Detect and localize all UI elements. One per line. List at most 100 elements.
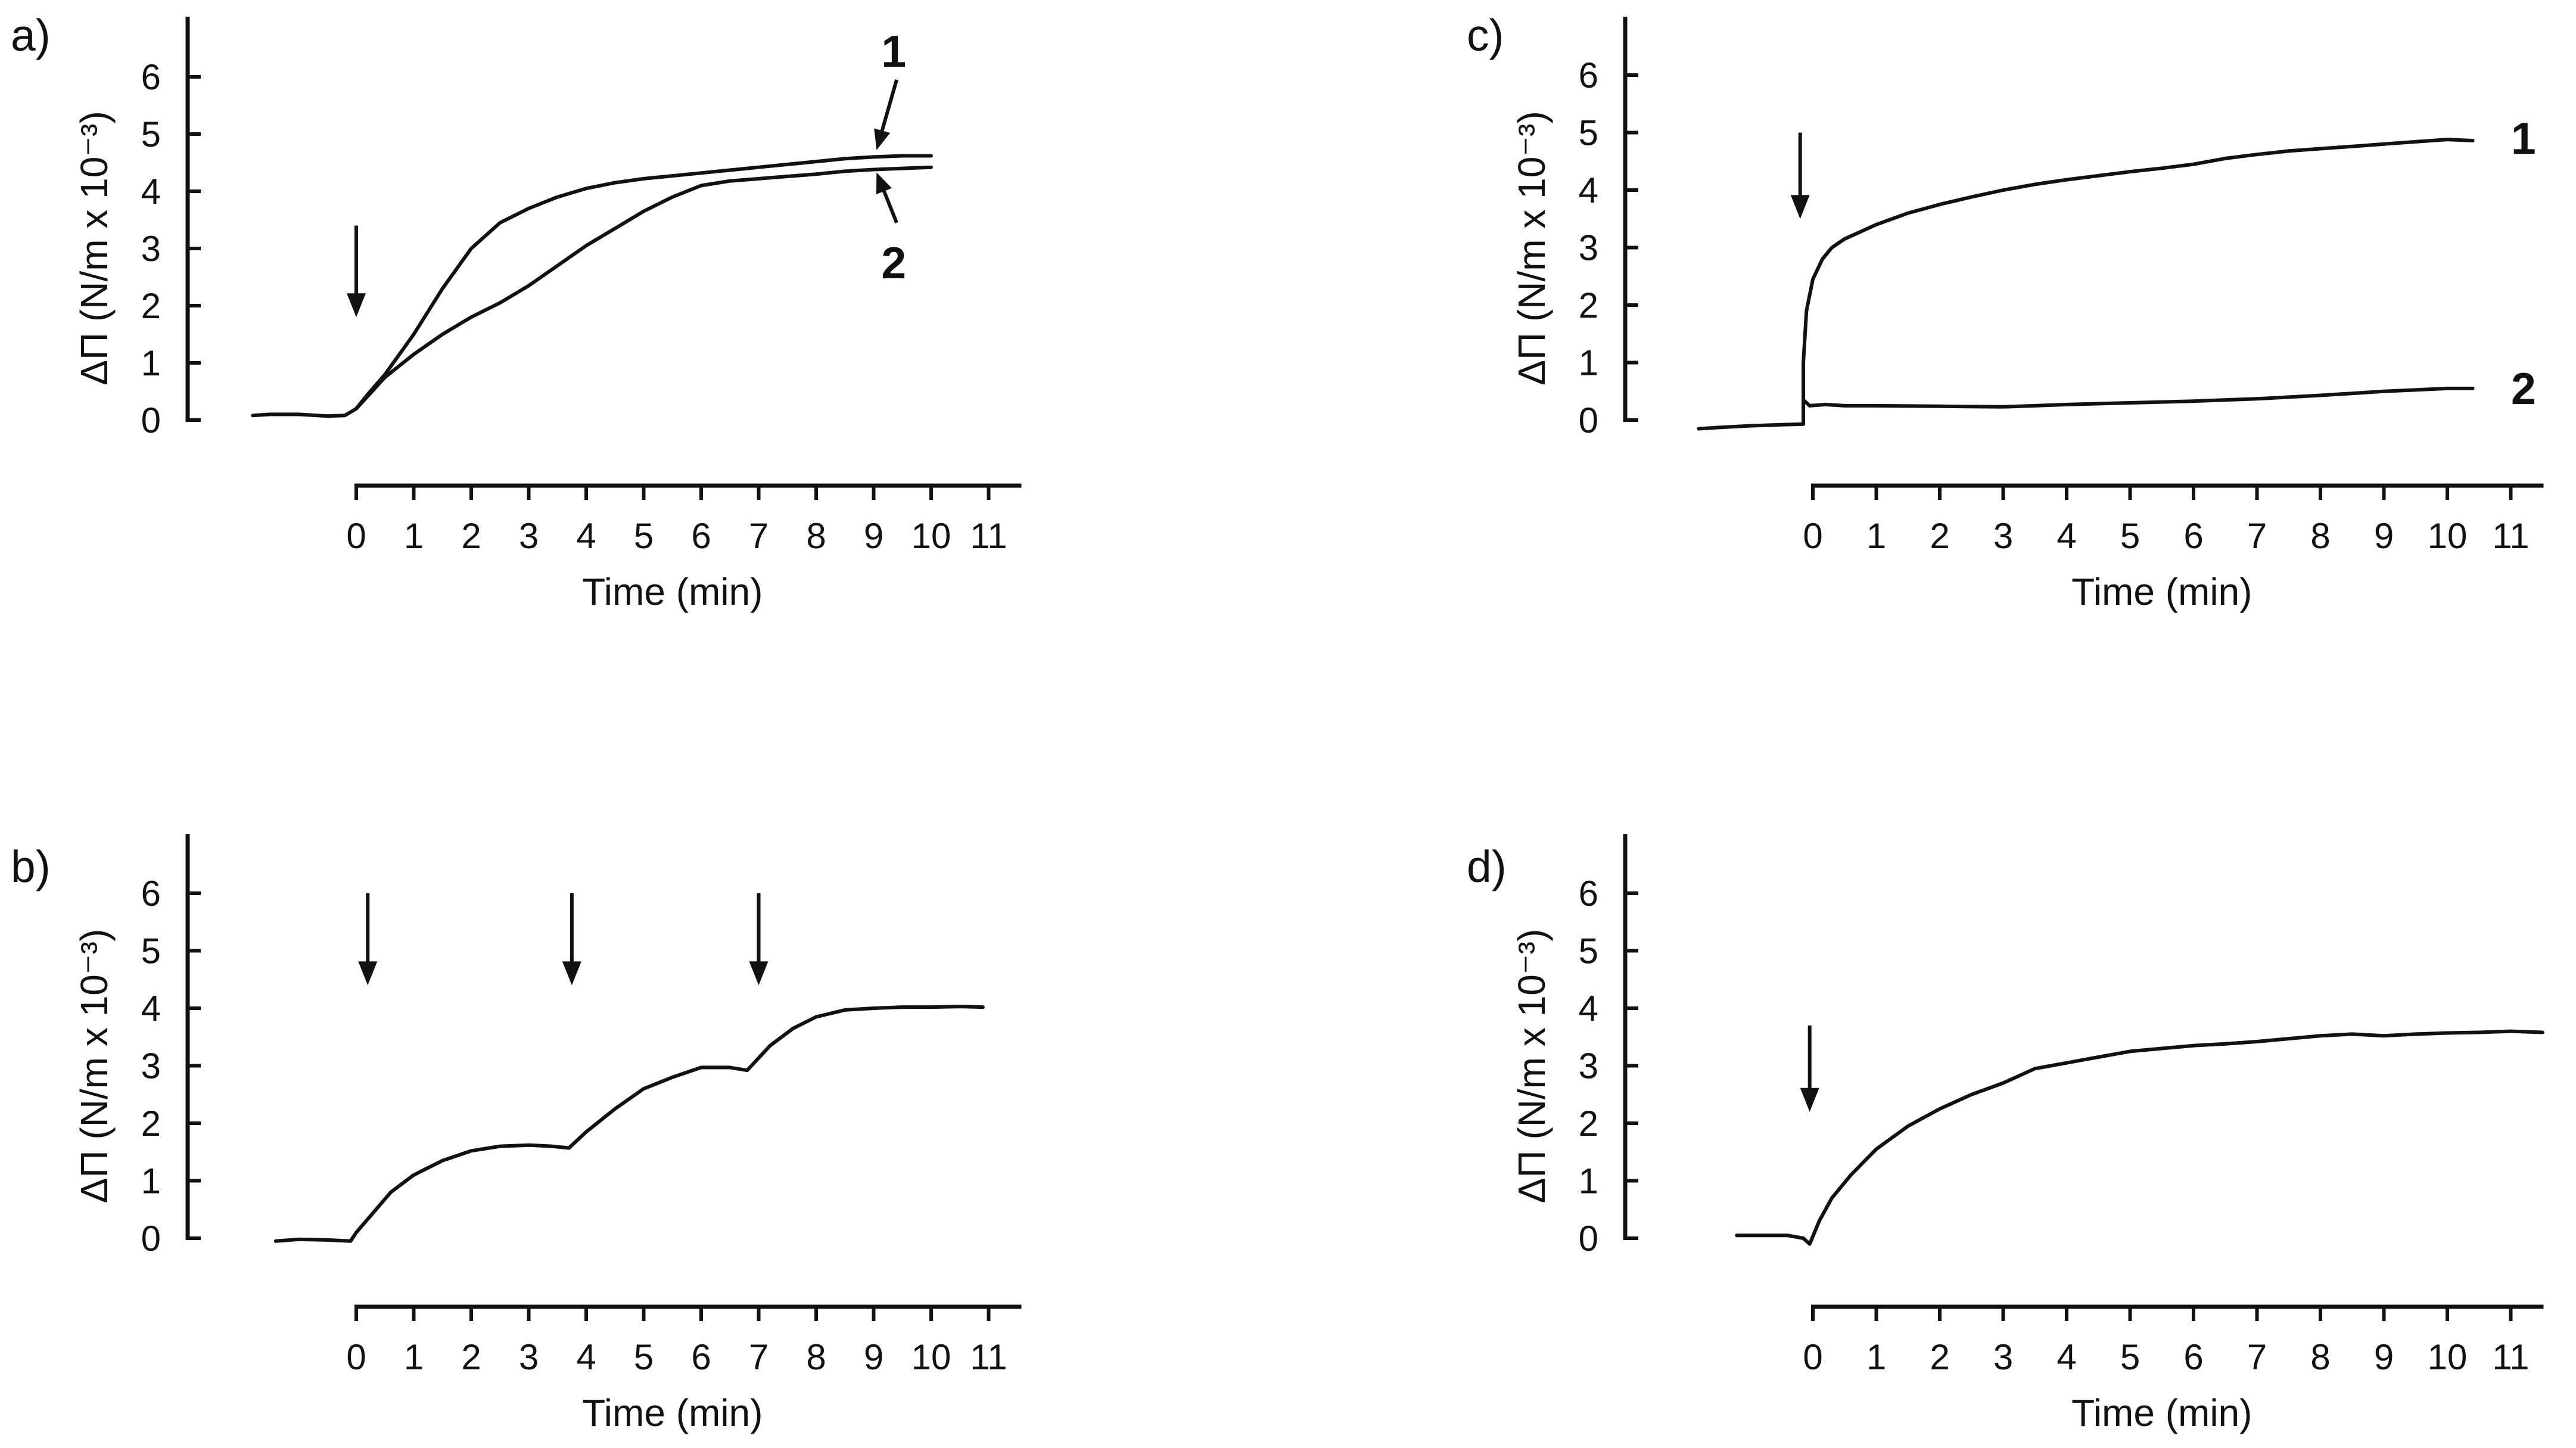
y-tick-label: 2 (1579, 285, 1598, 325)
y-tick-label: 6 (141, 57, 161, 97)
panel-c: c) 0 1 2 3 4 5 6 ΔΠ (N/m x 10⁻³) 0 1 2 3 4 5 6 7 8 9 10 11 Ti… (1467, 10, 2544, 613)
x-tick-label: 11 (970, 516, 1007, 556)
y-tick-label: 0 (141, 400, 161, 440)
y-axis-title: ΔΠ (N/m x 10⁻³) (73, 929, 116, 1204)
label-1-pointer-shaft (880, 79, 898, 132)
y-axis-title: ΔΠ (N/m x 10⁻³) (1510, 111, 1553, 386)
y-tick-label: 5 (141, 114, 161, 154)
series-line-1 (1735, 1029, 2544, 1246)
y-tick-label: 4 (1579, 170, 1598, 210)
series-line-1 (273, 1005, 985, 1243)
x-tick-label: 6 (691, 1337, 711, 1377)
y-axis-title: ΔΠ (N/m x 10⁻³) (73, 111, 116, 386)
x-axis-title: Time (min) (2071, 570, 2252, 613)
y-tick-label: 2 (141, 1104, 161, 1144)
curve-label-2: 2 (881, 238, 906, 288)
x-tick-label: 10 (911, 516, 951, 556)
x-tick-label: 1 (404, 1337, 424, 1377)
x-tick-label: 2 (1930, 1337, 1949, 1377)
x-tick-label: 4 (576, 516, 596, 556)
x-tick-label: 2 (1930, 516, 1949, 556)
label-2-pointer-head (876, 172, 892, 195)
series-line-2 (1802, 386, 2475, 426)
x-tick-label: 9 (2374, 1337, 2394, 1377)
y-tick-label: 3 (1579, 1046, 1598, 1086)
x-tick-label: 6 (691, 516, 711, 556)
x-tick-label: 4 (576, 1337, 596, 1377)
x-tick-label: 6 (2183, 516, 2203, 556)
panel-label: c) (1467, 10, 1504, 60)
y-tick-label: 5 (1579, 931, 1598, 971)
x-axis-title: Time (min) (582, 1391, 763, 1434)
x-tick-label: 1 (1866, 1337, 1886, 1377)
x-tick-label: 0 (346, 1337, 366, 1377)
y-tick-label: 6 (141, 874, 161, 913)
y-tick-label: 2 (141, 286, 161, 326)
y-tick-label: 5 (1579, 113, 1598, 153)
x-axis-title: Time (min) (582, 570, 763, 613)
x-tick-label: 5 (634, 516, 654, 556)
y-tick-label: 1 (1579, 343, 1598, 383)
x-tick-label: 7 (2247, 1337, 2267, 1377)
label-2-pointer-shaft (882, 190, 898, 223)
curve-label-1: 1 (2511, 113, 2536, 163)
series-line-1 (251, 154, 933, 418)
panel-label: b) (11, 841, 51, 891)
x-tick-label: 1 (1866, 516, 1886, 556)
y-tick-label: 0 (1579, 400, 1598, 440)
injection-arrow-head (347, 293, 366, 318)
y-tick-label: 1 (141, 343, 161, 383)
x-axis-title: Time (min) (2071, 1391, 2252, 1434)
x-tick-label: 8 (806, 1337, 826, 1377)
series-line-1 (1697, 138, 2475, 431)
injection-arrow-head (562, 961, 581, 986)
x-tick-label: 11 (970, 1337, 1007, 1377)
y-tick-label: 1 (141, 1161, 161, 1201)
panel-label: d) (1467, 841, 1507, 891)
injection-arrow-head (749, 961, 769, 986)
series-line-2 (354, 165, 933, 411)
injection-arrow-head (1790, 195, 1810, 219)
y-tick-label: 5 (141, 931, 161, 971)
y-tick-label: 4 (141, 172, 161, 212)
x-tick-label: 3 (519, 1337, 539, 1377)
x-tick-label: 0 (346, 516, 366, 556)
y-tick-label: 3 (141, 229, 161, 269)
injection-arrow-head (358, 961, 378, 986)
x-tick-label: 6 (2183, 1337, 2203, 1377)
y-tick-label: 3 (141, 1046, 161, 1086)
x-tick-label: 9 (864, 516, 883, 556)
x-tick-label: 3 (519, 516, 539, 556)
x-tick-label: 10 (2428, 1337, 2468, 1377)
x-tick-label: 8 (806, 516, 826, 556)
curve-label-1: 1 (881, 26, 906, 76)
x-tick-label: 10 (911, 1337, 951, 1377)
x-tick-label: 7 (2247, 516, 2267, 556)
x-tick-label: 2 (461, 1337, 481, 1377)
x-tick-label: 9 (2374, 516, 2394, 556)
x-tick-label: 9 (864, 1337, 883, 1377)
x-tick-label: 5 (2120, 516, 2140, 556)
x-tick-label: 4 (2057, 1337, 2076, 1377)
panel-d: d) 0 1 2 3 4 5 6 ΔΠ (N/m x 10⁻³) 0 1 2 3 4 5 6 7 8 9 10 11 Ti… (1467, 834, 2544, 1434)
x-tick-label: 1 (404, 516, 424, 556)
curve-label-2: 2 (2511, 363, 2536, 414)
x-tick-label: 0 (1803, 1337, 1822, 1377)
y-tick-label: 3 (1579, 228, 1598, 268)
x-tick-label: 5 (634, 1337, 654, 1377)
label-1-pointer-head (874, 128, 891, 150)
y-tick-label: 4 (141, 989, 161, 1028)
y-tick-label: 6 (1579, 55, 1598, 95)
x-tick-label: 7 (749, 516, 769, 556)
y-tick-label: 0 (141, 1219, 161, 1259)
x-tick-label: 8 (2310, 1337, 2330, 1377)
y-tick-label: 6 (1579, 874, 1598, 913)
x-tick-label: 3 (1993, 516, 2013, 556)
x-tick-label: 2 (461, 516, 481, 556)
y-axis-title: ΔΠ (N/m x 10⁻³) (1510, 929, 1553, 1204)
y-tick-label: 1 (1579, 1161, 1598, 1201)
x-tick-label: 7 (749, 1337, 769, 1377)
